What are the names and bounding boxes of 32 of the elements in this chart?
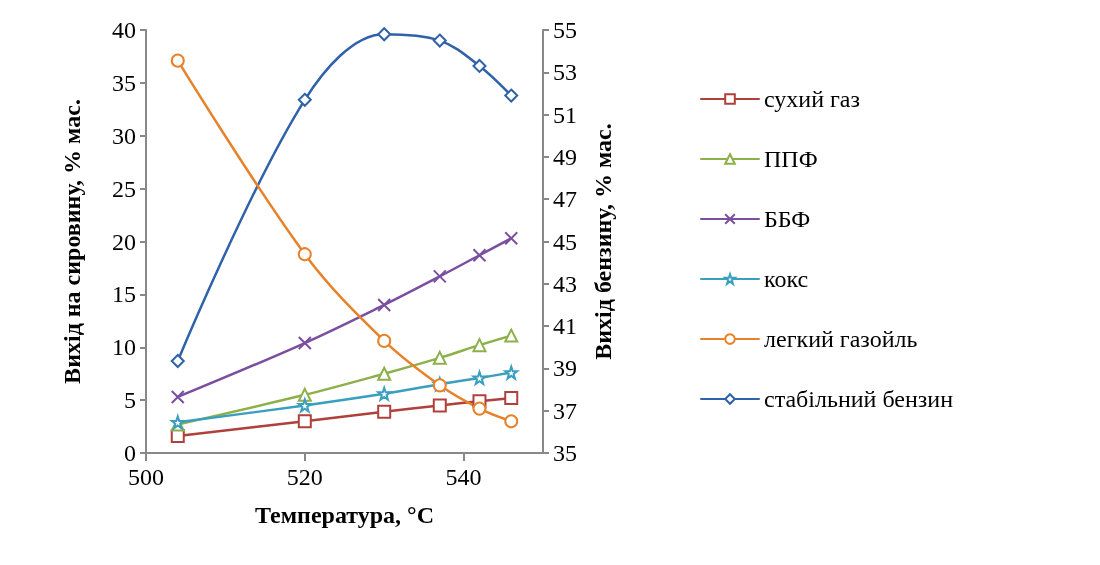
y-tick-label: 10 bbox=[112, 334, 136, 361]
y-tick-label: 5 bbox=[124, 387, 136, 414]
legend-label: сухий газ bbox=[764, 86, 860, 112]
y2-tick-label: 41 bbox=[553, 313, 577, 340]
y-tick-label: 15 bbox=[112, 281, 136, 308]
y2-tick-label: 53 bbox=[553, 59, 577, 86]
x-tick-label: 500 bbox=[128, 464, 164, 490]
x-axis-title: Температура, °C bbox=[254, 502, 435, 528]
x-tick-label: 520 bbox=[286, 464, 323, 490]
legend-label: легкий газойль bbox=[764, 326, 918, 352]
y2-tick-label: 49 bbox=[553, 143, 577, 170]
x-tick-label: 540 bbox=[445, 464, 482, 490]
y2-tick-label: 45 bbox=[553, 228, 577, 255]
y2-tick-label: 47 bbox=[553, 186, 577, 213]
y2-tick-label: 51 bbox=[553, 101, 577, 128]
legend-label: ББФ bbox=[764, 206, 811, 232]
y-tick-label: 20 bbox=[112, 228, 136, 255]
y2-tick-label: 35 bbox=[553, 440, 577, 466]
y2-tick-label: 37 bbox=[553, 397, 577, 424]
legend-label: стабільний бензин bbox=[764, 386, 954, 412]
y-tick-label: 30 bbox=[112, 122, 136, 149]
y2-tick-label: 43 bbox=[553, 270, 577, 297]
y2-tick-label: 39 bbox=[553, 355, 577, 382]
y2-axis-title: Вихід бензину, % мас. bbox=[590, 123, 616, 360]
y-tick-label: 25 bbox=[112, 175, 136, 202]
legend-label: ППФ bbox=[764, 146, 818, 172]
y-tick-label: 35 bbox=[112, 69, 136, 96]
y-tick-label: 0 bbox=[124, 440, 136, 466]
y2-tick-label: 55 bbox=[553, 17, 577, 43]
y-axis-title: Вихід на сировину, % мас. bbox=[59, 99, 85, 384]
legend-label: кокс bbox=[764, 266, 809, 292]
y-tick-label: 40 bbox=[112, 17, 136, 43]
